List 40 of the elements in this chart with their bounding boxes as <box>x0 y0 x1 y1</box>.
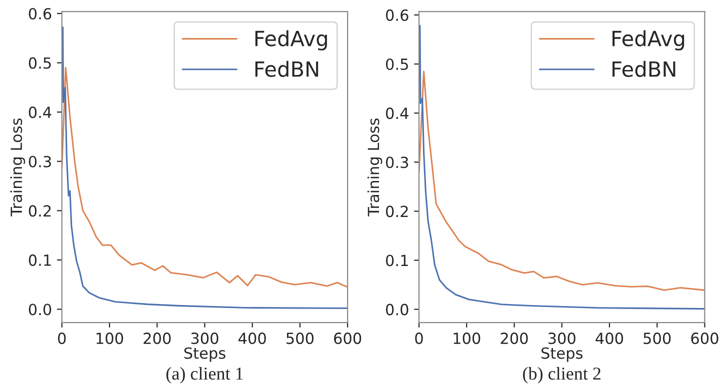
x-tick-label: 400 <box>238 332 266 344</box>
y-tick-label: 0.6 <box>386 9 408 21</box>
x-axis-title: Steps <box>541 347 582 362</box>
legend-label: FedBN <box>255 60 318 77</box>
y-tick-label: 0.0 <box>386 304 408 316</box>
y-tick-label: 0.4 <box>386 108 408 120</box>
x-tick-label: 200 <box>500 332 528 344</box>
y-tick-label: 0.4 <box>28 106 52 118</box>
y-tick-label: 0.1 <box>386 254 408 266</box>
text: (a) client 1 <box>166 367 243 384</box>
y-axis-title: Training Loss <box>10 118 26 216</box>
legend-label: FedAvg <box>255 30 327 50</box>
y-tick-label: 0.2 <box>28 205 51 217</box>
x-tick-label: 200 <box>144 332 171 344</box>
x-tick-label: 600 <box>691 332 718 344</box>
x-tick-label: 100 <box>454 332 480 344</box>
x-tick-label: 500 <box>286 332 314 344</box>
legend-label: FedBN <box>612 60 676 77</box>
x-tick-label: 100 <box>96 332 124 344</box>
y-tick-label: 0.6 <box>28 8 52 20</box>
y-axis-title: Training Loss <box>367 118 382 216</box>
y-tick-label: 0.5 <box>28 57 51 69</box>
x-tick-label: 0 <box>58 332 66 344</box>
x-tick-label: 400 <box>596 332 624 344</box>
legend-label: FedAvg <box>612 30 684 50</box>
text: (b) client 2 <box>523 367 600 384</box>
y-tick-label: 0.3 <box>386 156 408 168</box>
y-tick-label: 0.0 <box>28 304 52 316</box>
x-tick-label: 600 <box>334 332 362 344</box>
y-tick-label: 0.2 <box>386 206 408 218</box>
y-tick-label: 0.1 <box>28 254 51 266</box>
y-tick-label: 0.5 <box>386 58 408 70</box>
x-tick-label: 300 <box>191 332 218 344</box>
x-axis-title: Steps <box>184 347 226 362</box>
x-tick-label: 300 <box>548 332 576 344</box>
x-tick-label: 0 <box>415 332 423 344</box>
line-series <box>62 26 348 310</box>
x-tick-label: 500 <box>644 332 671 344</box>
y-tick-label: 0.3 <box>28 156 51 168</box>
line-series <box>419 24 705 310</box>
